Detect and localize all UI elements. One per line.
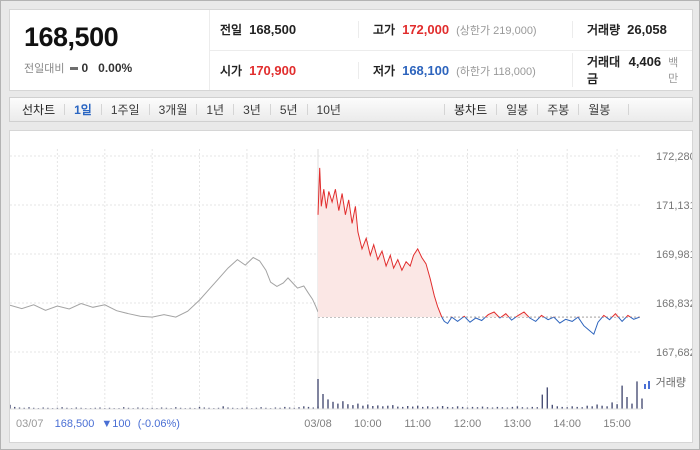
divider: [496, 104, 498, 115]
stat-trade-value: 거래대금 4,406 백만: [572, 53, 692, 88]
price-volume-chart: 172,280 171,131 169,981 168,832 167,682 03/08…: [9, 149, 696, 430]
flat-change-icon: [70, 66, 79, 70]
chart-period-toolbar: 선차트 1일 1주일 3개월 1년 3년 5년 10년 봉차트 일봉 주봉 월봉: [9, 97, 693, 122]
stats-row-1: 전일 168,500 고가 172,000 (상한가 219,000) 거래량 …: [210, 10, 692, 51]
candle-chart-tabs: 봉차트 일봉 주봉 월봉: [435, 98, 638, 121]
svg-text:172,280: 172,280: [656, 151, 692, 163]
tab-10year[interactable]: 10년: [316, 103, 341, 117]
divider: [628, 104, 630, 115]
current-price: 168,500: [24, 22, 119, 52]
stat-prev-close: 전일 168,500: [220, 22, 297, 38]
line-chart-label: 선차트: [22, 103, 56, 117]
change-row: 전일대비 0 0.00%: [24, 60, 209, 76]
tab-1day[interactable]: 1일: [74, 103, 92, 117]
tab-monthly-candle[interactable]: 월봉: [588, 103, 611, 117]
svg-text:11:00: 11:00: [404, 418, 431, 430]
change-value: 0: [81, 61, 89, 75]
divider: [578, 104, 580, 115]
prev-day-percent: (-0.06%): [137, 418, 180, 430]
svg-text:12:00: 12:00: [454, 418, 482, 430]
svg-text:13:00: 13:00: [504, 418, 532, 430]
prev-day-change: ▼100: [101, 418, 131, 430]
stat-volume: 거래량 26,058: [572, 21, 692, 39]
lower-limit: (하한가 118,000): [456, 65, 536, 78]
svg-text:169,981: 169,981: [656, 249, 692, 261]
volume-bars-icon: [643, 381, 652, 390]
stats-row-2: 시가 170,900 저가 168,100 (하한가 118,000) 거래대금…: [210, 51, 692, 91]
tab-3month[interactable]: 3개월: [158, 103, 188, 117]
svg-text:10:00: 10:00: [354, 418, 382, 430]
stat-high: 고가 172,000 (상한가 219,000): [358, 21, 572, 39]
tab-1week[interactable]: 1주일: [110, 103, 140, 117]
volume-legend-label: 거래량: [655, 377, 686, 389]
chart-panel: 172,280 171,131 169,981 168,832 167,682 03/08…: [9, 130, 696, 443]
divider: [64, 104, 66, 115]
divider: [537, 104, 539, 115]
tab-daily-candle[interactable]: 일봉: [506, 103, 529, 117]
change-label: 전일대비: [24, 63, 65, 75]
tab-3year[interactable]: 3년: [243, 103, 261, 117]
divider: [269, 104, 271, 115]
upper-limit: (상한가 219,000): [456, 25, 537, 38]
prev-day-summary: 03/07 168,500 ▼100 (-0.06%): [16, 418, 184, 430]
svg-text:15:00: 15:00: [603, 418, 631, 430]
prev-day-price: 168,500: [54, 418, 95, 430]
divider: [148, 104, 150, 115]
stats-table: 전일 168,500 고가 172,000 (상한가 219,000) 거래량 …: [210, 10, 692, 90]
tab-5year[interactable]: 5년: [279, 103, 298, 117]
stat-open: 시가 170,900: [220, 62, 297, 78]
divider: [306, 104, 308, 115]
divider: [100, 104, 102, 115]
svg-text:168,832: 168,832: [656, 298, 692, 310]
prev-day-date: 03/07: [16, 418, 44, 430]
tab-weekly-candle[interactable]: 주봉: [547, 103, 570, 117]
tab-1year[interactable]: 1년: [206, 103, 225, 117]
divider: [196, 104, 198, 115]
price-header: 168,500 전일대비 0 0.00% 전일 168,500 고가 172,0…: [9, 9, 693, 91]
volume-legend: 거래량: [643, 374, 686, 390]
line-chart-tabs: 선차트 1일 1주일 3개월 1년 3년 5년 10년: [10, 101, 341, 118]
change-percent: 0.00%: [98, 61, 133, 75]
svg-text:14:00: 14:00: [553, 418, 581, 430]
svg-text:167,682: 167,682: [656, 347, 692, 359]
divider: [444, 104, 445, 115]
divider: [233, 104, 235, 115]
current-price-block: 168,500 전일대비 0 0.00%: [10, 10, 210, 90]
stat-low: 저가 168,100 (하한가 118,000): [358, 61, 572, 79]
candle-chart-label: 봉차트: [454, 103, 488, 117]
svg-text:171,131: 171,131: [656, 200, 692, 212]
svg-text:03/08: 03/08: [304, 418, 332, 430]
